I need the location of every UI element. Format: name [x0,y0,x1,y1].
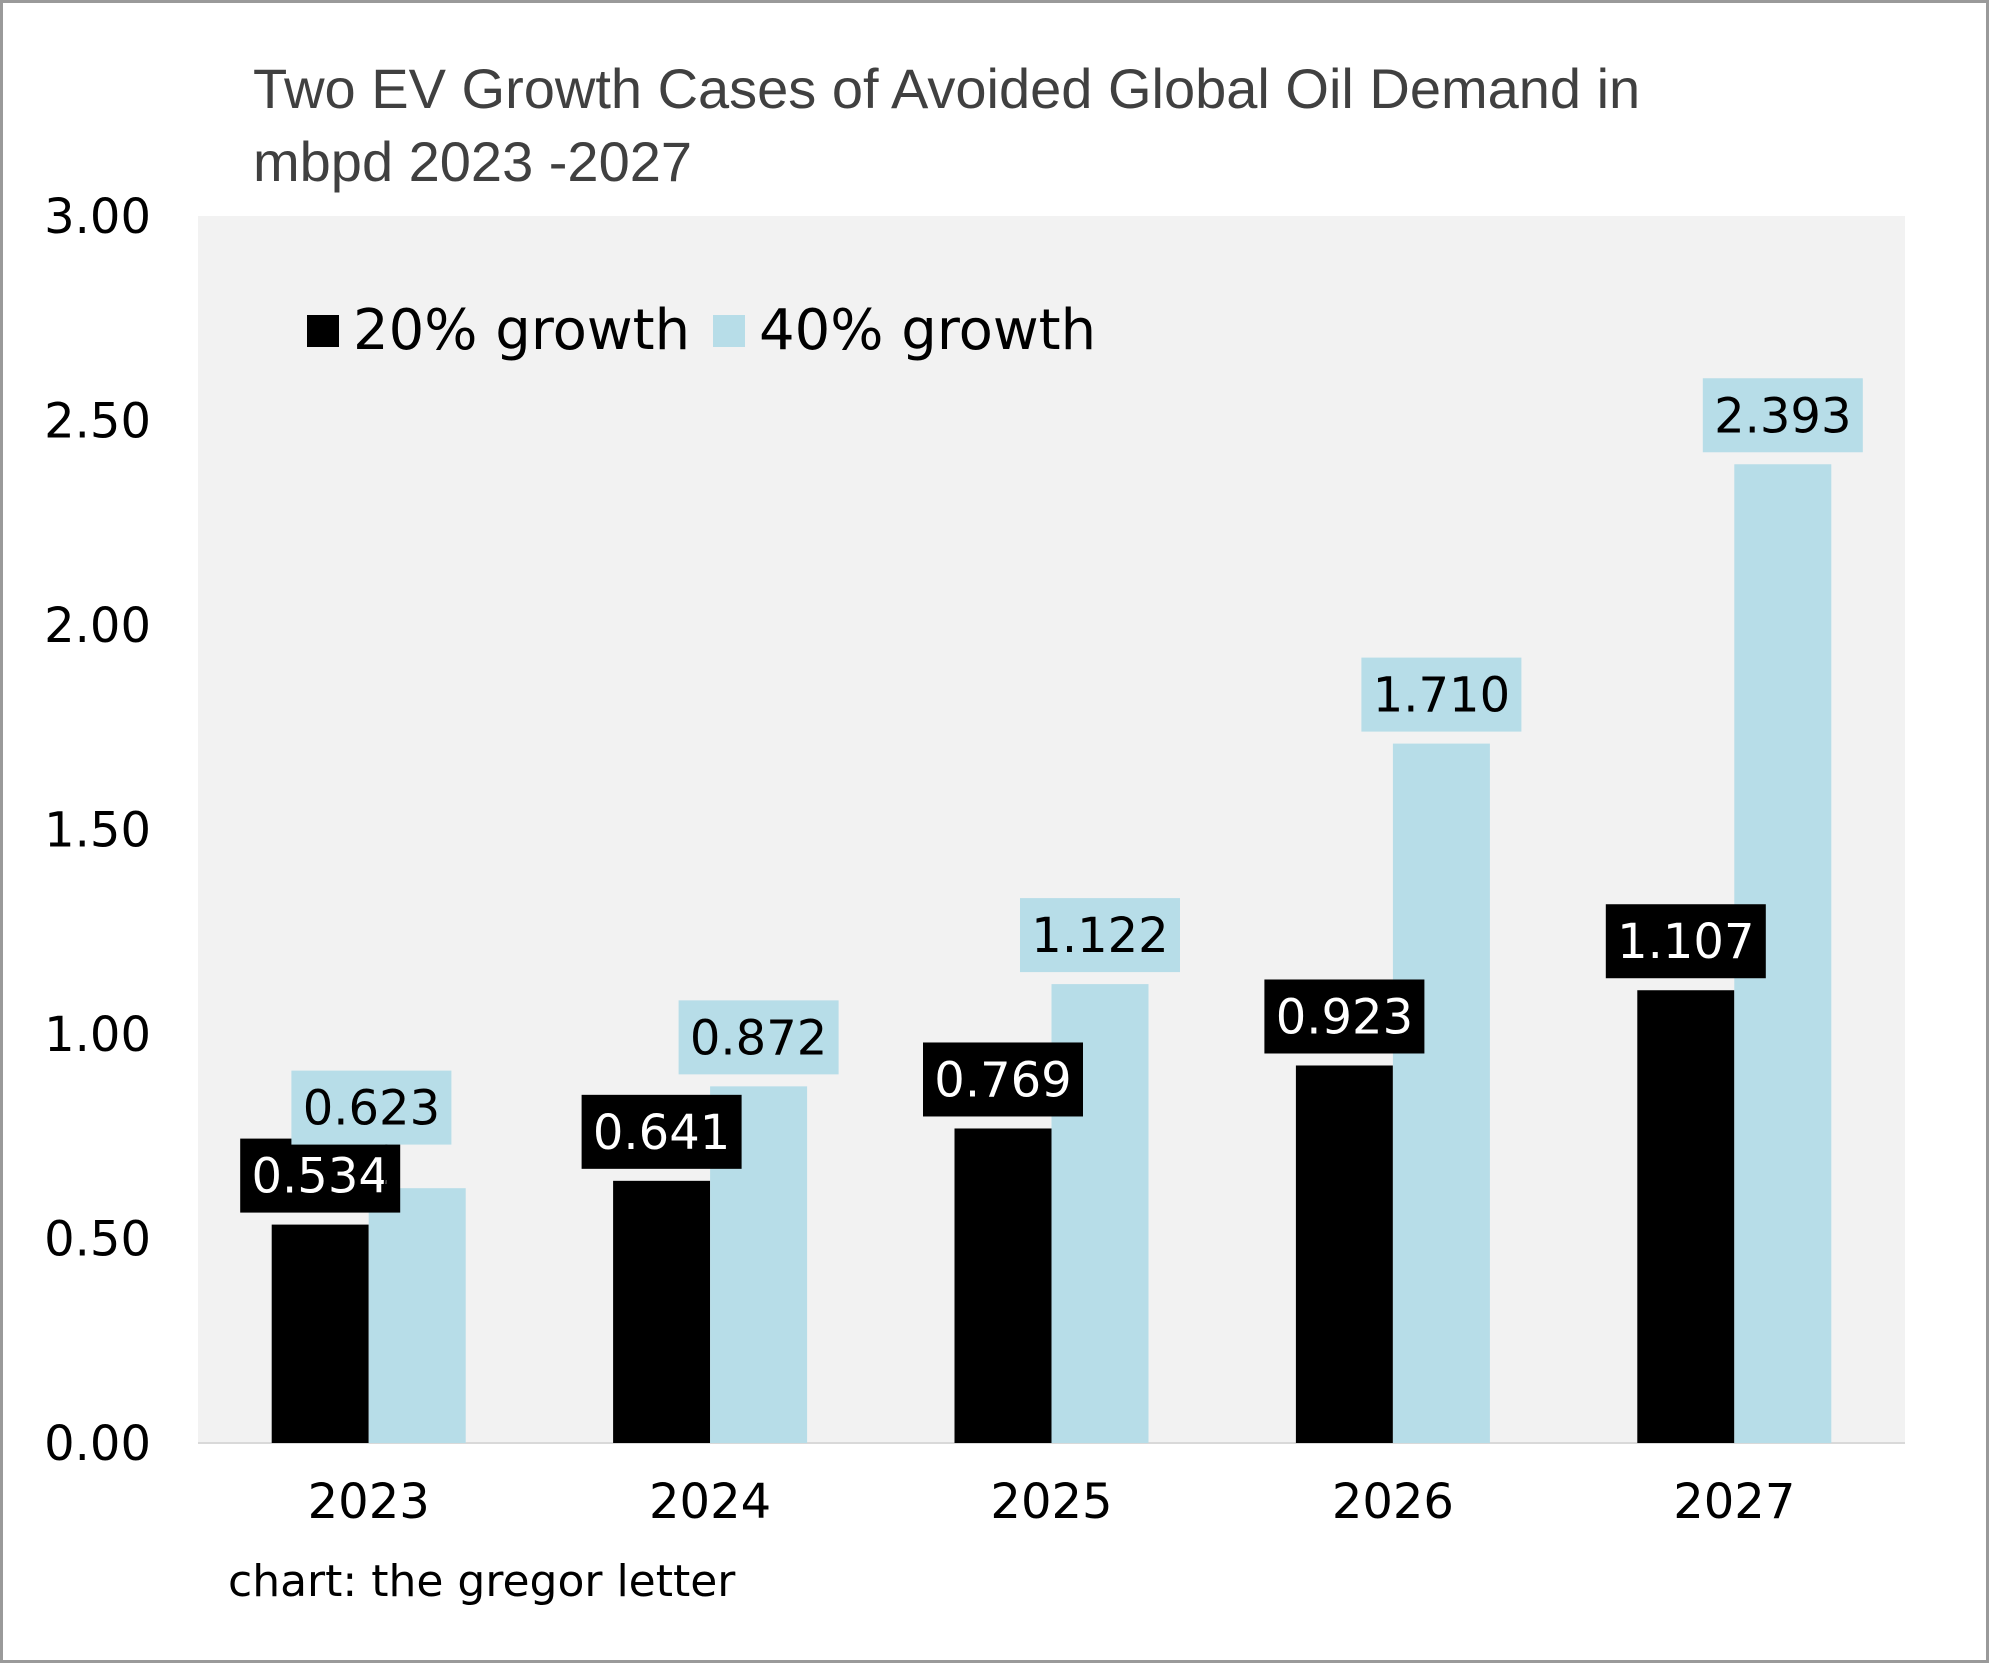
data-label-box-20-growth-2025 [923,1042,1083,1117]
bar-20-growth-2023 [271,1224,369,1443]
y-tick-label: 0.50 [44,1212,151,1268]
data-label-20-growth-2025: 0.769 [934,1052,1071,1108]
data-labels: 0.534 0.623 0.641 0.872 0.769 1.122 0.923 1.710… [240,378,1863,1213]
data-label-20-growth-2024: 0.641 [593,1105,730,1161]
bar-chart: Two EV Growth Cases of Avoided Global Oi… [44,57,1905,1607]
bar-40-growth-2023 [368,1188,466,1443]
data-label-box-20-growth-2027 [1605,904,1766,979]
chart-title-line-1: Two EV Growth Cases of Avoided Global Oi… [253,57,1640,120]
data-label-20-growth-2026: 0.923 [1276,989,1413,1045]
data-label-40-growth-2025: 1.122 [1031,908,1168,964]
data-label-box-40-growth-2023 [291,1070,452,1145]
y-tick-label: 2.00 [44,598,151,654]
data-label-leader-line [383,1144,388,1185]
chart-credit: chart: the gregor letter [228,1556,736,1607]
bar-20-growth-2024 [613,1180,711,1443]
legend-label-40-growth: 40% growth [759,298,1096,363]
data-label-20-growth-2027: 1.107 [1617,914,1754,970]
data-label-40-growth-2024: 0.872 [690,1010,827,1066]
data-label-box-20-growth-2026 [1264,979,1425,1054]
bar-40-growth-2026 [1392,743,1490,1443]
data-label-box-40-growth-2027 [1702,378,1863,453]
y-axis: 0.00 0.50 1.00 1.50 2.00 2.50 3.00 [44,189,151,1472]
legend-swatch-40-growth [713,315,745,347]
data-label-40-growth-2026: 1.710 [1373,668,1510,724]
x-tick-label-2025: 2025 [990,1474,1112,1530]
data-label-40-growth-2023: 0.623 [303,1081,440,1137]
legend-label-20-growth: 20% growth [353,298,690,363]
legend-swatch-20-growth [307,315,339,347]
bar-20-growth-2027 [1637,990,1735,1443]
data-label-box-20-growth-2024 [581,1094,742,1169]
chart-title-line-2: mbpd 2023 -2027 [253,130,692,193]
y-tick-label: 0.00 [44,1416,151,1472]
y-tick-label: 3.00 [44,189,151,245]
legend: 20% growth 40% growth [307,298,1096,363]
data-label-box-20-growth-2023 [240,1138,401,1213]
data-label-20-growth-2023: 0.534 [251,1149,388,1205]
data-label-40-growth-2027: 2.393 [1714,388,1851,444]
x-tick-label-2027: 2027 [1673,1474,1795,1530]
y-tick-label: 2.50 [44,394,151,450]
y-tick-label: 1.00 [44,1007,151,1063]
bar-20-growth-2026 [1295,1065,1393,1443]
x-tick-label-2024: 2024 [649,1474,771,1530]
x-axis: 2023 2024 2025 2026 2027 [308,1474,1796,1530]
y-tick-label: 1.50 [44,803,151,859]
data-label-box-40-growth-2025 [1020,898,1180,973]
bar-20-growth-2025 [954,1128,1052,1443]
data-label-box-40-growth-2024 [678,1000,839,1075]
data-label-box-40-growth-2026 [1361,657,1522,732]
x-tick-label-2026: 2026 [1332,1474,1454,1530]
bars [271,464,1832,1443]
x-tick-label-2023: 2023 [308,1474,430,1530]
